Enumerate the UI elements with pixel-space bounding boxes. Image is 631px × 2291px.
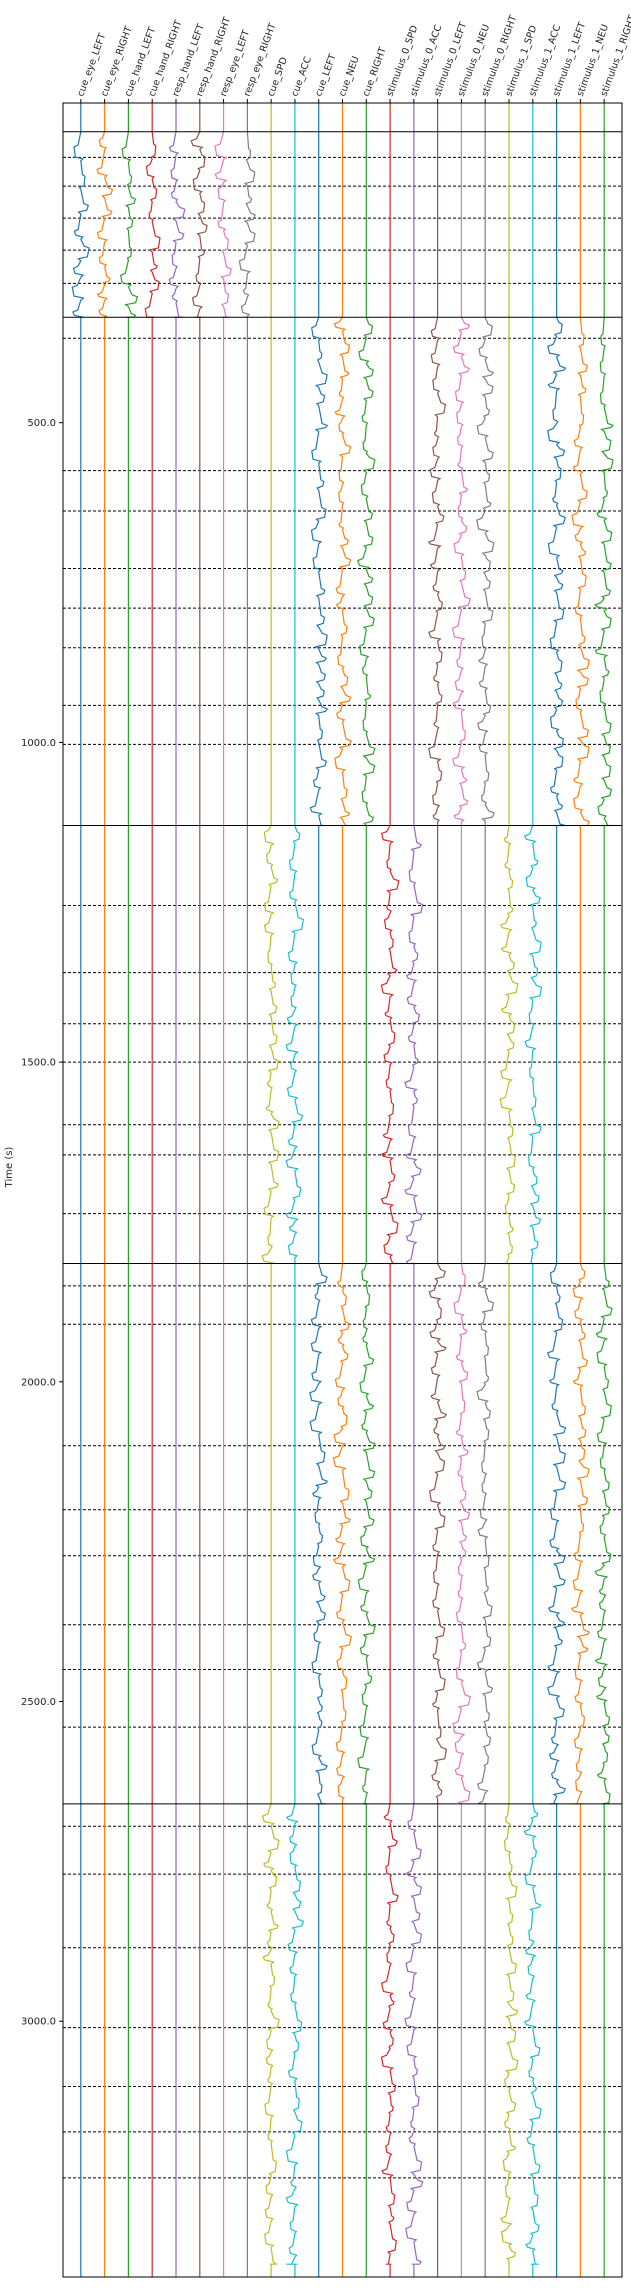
series-line-cue-spd [261, 103, 280, 2277]
series-line-cue-acc [285, 103, 305, 2277]
y-tick-label: 500.0 [27, 418, 56, 429]
series-line-cue-eye-left [71, 103, 90, 2277]
x-tick-label: cue_NEU [337, 55, 362, 98]
series-line-stimulus-1-acc [523, 103, 543, 2277]
series-line-stimulus-1-right [594, 103, 615, 2277]
series-line-stimulus-0-left [427, 103, 448, 2277]
y-tick-label: 2500.0 [21, 1697, 56, 1708]
x-tick-label: cue_SPD [266, 56, 290, 98]
y-tick-label: 2000.0 [21, 1377, 56, 1388]
series-line-resp-hand-left [168, 103, 186, 2277]
x-tick-label: cue_ACC [289, 55, 314, 98]
y-tick-label: 1000.0 [21, 738, 56, 749]
y-tick-labels: 500.0 1000.0 1500.0 2000.0 2500.0 3000.0 [21, 418, 63, 2028]
y-tick-label: 1500.0 [21, 1058, 56, 1069]
series-line-stimulus-0-acc [404, 103, 424, 2277]
x-tick-label: cue_RIGHT [361, 46, 389, 98]
run-boundaries [63, 131, 622, 1805]
series-line-stimulus-0-spd [380, 103, 400, 2277]
x-tick-labels: cue_eye_LEFTcue_eye_RIGHTcue_hand_LEFTcu… [75, 14, 631, 103]
series-line-cue-hand-left [119, 103, 139, 2277]
series-line-stimulus-0-neu [451, 103, 471, 2277]
series-line-cue-right [356, 103, 376, 2277]
y-axis-label: Time (s) [4, 1147, 15, 1189]
series-line-resp-hand-right [190, 103, 208, 2277]
series-line-resp-eye-left [214, 103, 233, 2277]
series-line-stimulus-1-neu [570, 103, 591, 2277]
series-line-cue-left [309, 103, 329, 2277]
series-line-cue-eye-right [96, 103, 114, 2277]
y-tick-label: 3000.0 [21, 2017, 56, 2028]
x-tick-label: cue_LEFT [313, 53, 339, 99]
series-line-resp-eye-right [238, 103, 256, 2277]
series-line-stimulus-1-left [546, 103, 567, 2277]
series-line-cue-hand-right [144, 103, 161, 2277]
